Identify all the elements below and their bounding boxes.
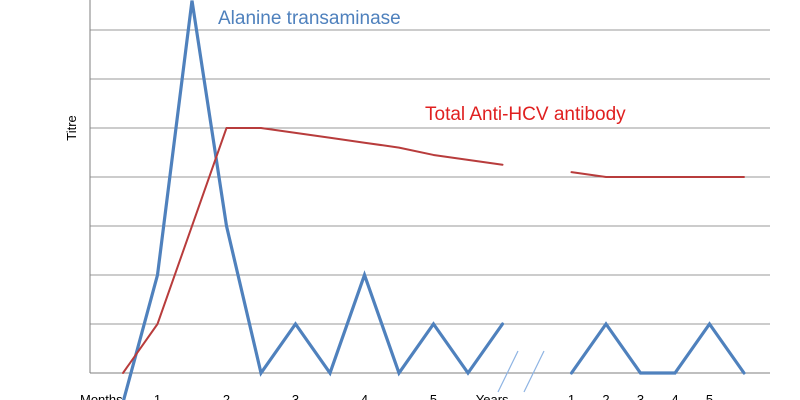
x-tick-label: 1 [154, 392, 161, 400]
series-line-alanine-transaminase [569, 321, 746, 375]
x-tick-label: 5 [706, 392, 713, 400]
series-line-total-anti-hcv-antibody [570, 171, 745, 178]
x-tick-label: 4 [361, 392, 368, 400]
x-tick-label: 3 [637, 392, 644, 400]
series-line-alanine-transaminase [121, 0, 505, 400]
annotation-anti-hcv-antibody: Total Anti-HCV antibody [425, 104, 626, 125]
x-tick-label: 4 [671, 392, 678, 400]
x-tick-label: 2 [223, 392, 230, 400]
series-layer [121, 0, 746, 400]
x-tick-label: 5 [430, 392, 437, 400]
gridlines [90, 29, 770, 374]
x-tick-labels: Months 1 2 3 4 5 Years 1 2 3 4 5 [80, 392, 713, 400]
y-axis-label: Titre [64, 115, 79, 141]
x-tick-label: 2 [602, 392, 609, 400]
axis-break-mark [523, 350, 545, 393]
x-tick-label: 3 [292, 392, 299, 400]
annotation-alanine-transaminase: Alanine transaminase [218, 8, 401, 29]
series-line-total-anti-hcv-antibody [122, 127, 504, 374]
axis-break-mark [497, 350, 519, 393]
x-tick-label: Months [80, 392, 123, 400]
axis-break-marks [497, 350, 545, 393]
x-tick-label: 1 [568, 392, 575, 400]
x-tick-label: Years [476, 392, 509, 400]
